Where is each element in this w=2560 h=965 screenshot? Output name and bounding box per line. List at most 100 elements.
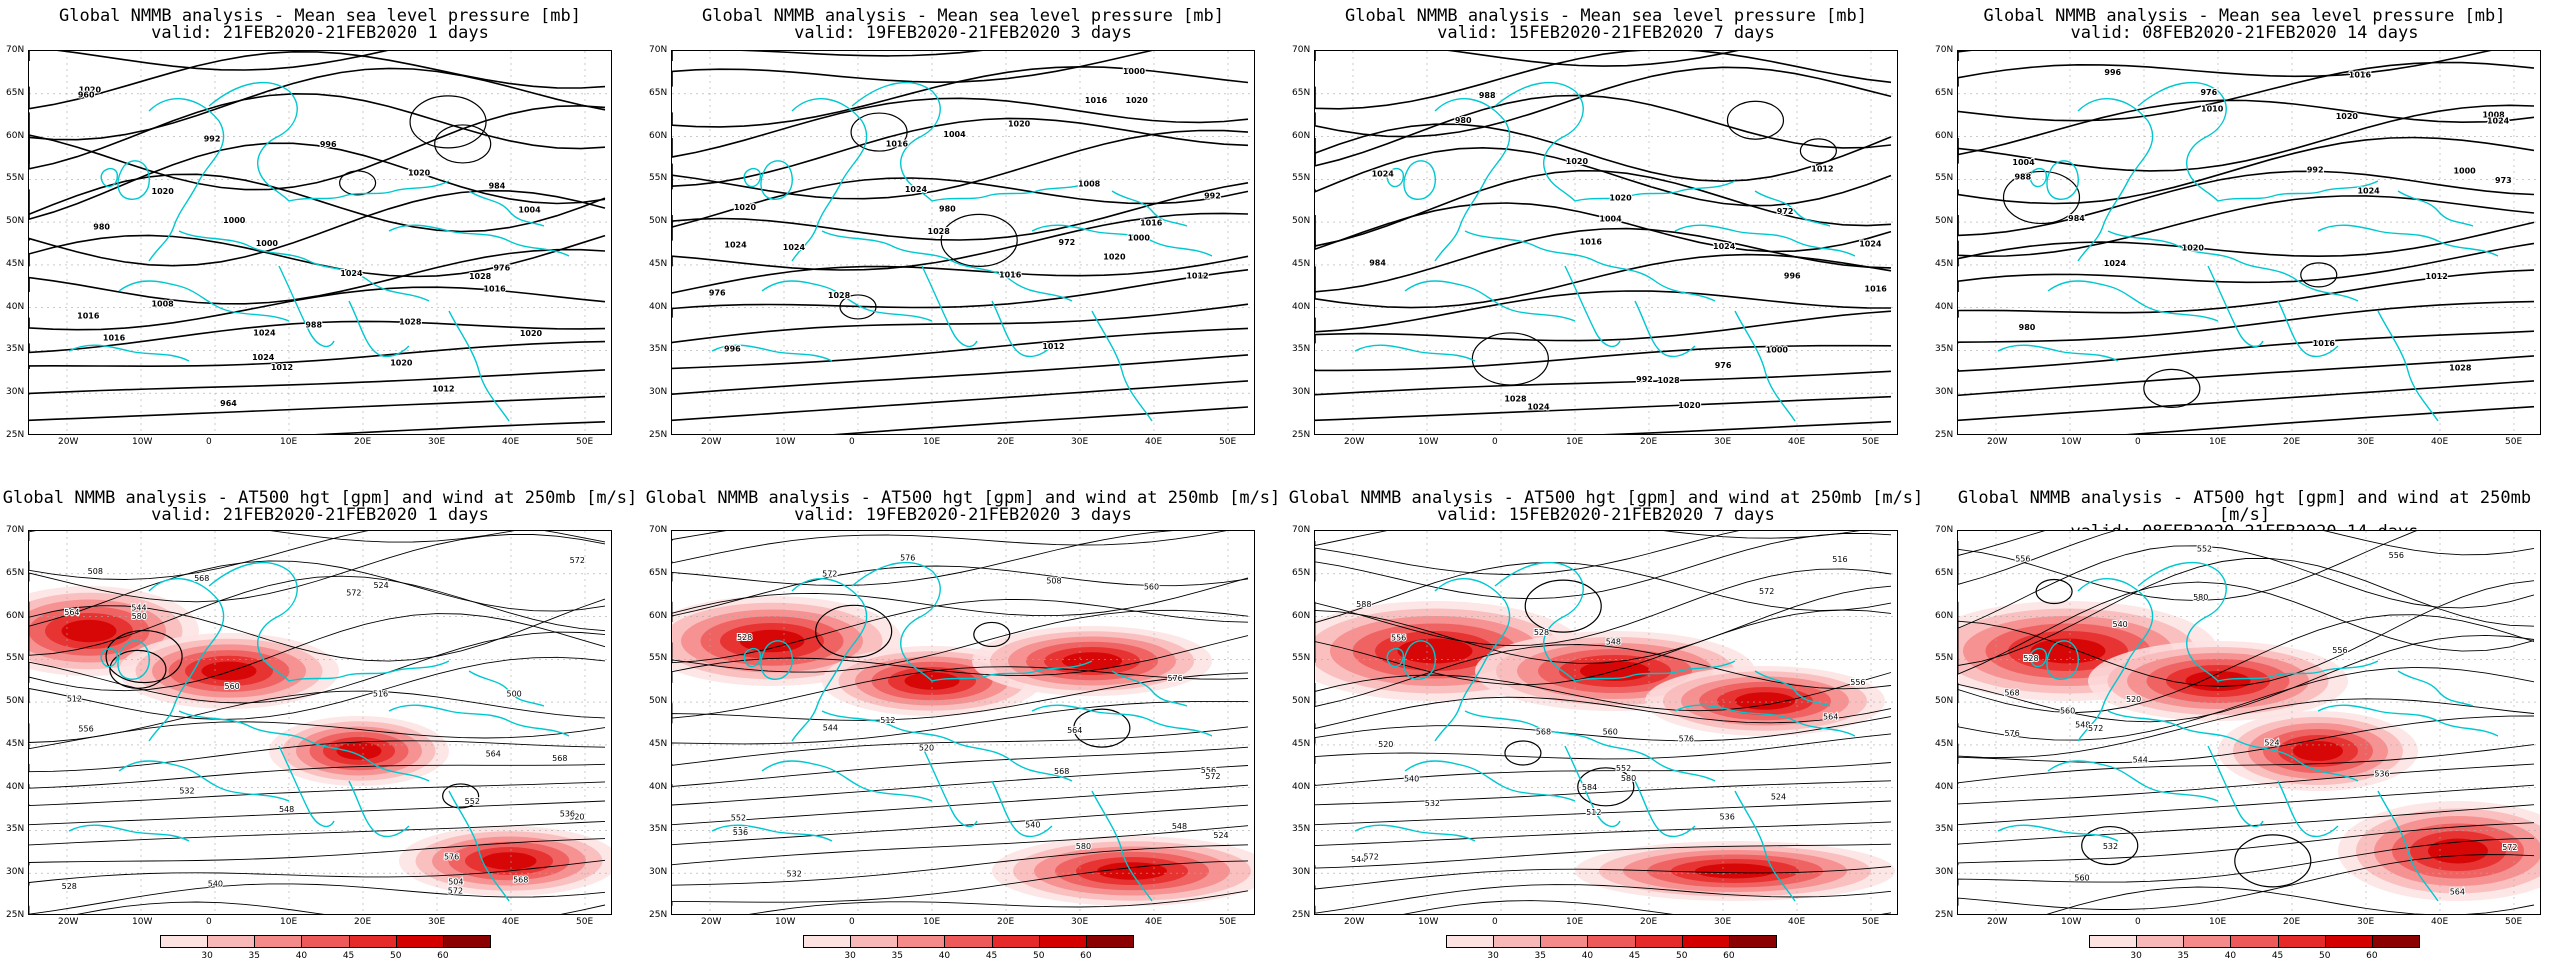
- contour-label: 980: [93, 223, 110, 232]
- contour-line: [29, 721, 606, 750]
- coastline: [148, 97, 225, 262]
- coastline: [791, 577, 868, 742]
- coastline: [100, 647, 119, 668]
- coastline: [931, 660, 1093, 682]
- lon-tick-label: 20E: [2283, 437, 2301, 447]
- lon-tick-label: 50E: [2505, 917, 2523, 927]
- contour-label: 528: [62, 882, 77, 891]
- contour-label: 572: [1205, 772, 1220, 781]
- contour-line: [672, 531, 1227, 564]
- contour-line: [672, 765, 1249, 806]
- colorbar-swatch: [1587, 935, 1636, 948]
- lon-tick-label: 0: [849, 917, 855, 927]
- contour-label: 552: [2197, 544, 2212, 553]
- lon-tick-label: 10E: [923, 437, 941, 447]
- contour-line: [833, 406, 1249, 434]
- lat-tick-label: 70N: [6, 45, 25, 55]
- contour-line: [672, 666, 1249, 719]
- coastline: [821, 710, 1073, 782]
- coastline: [288, 660, 450, 682]
- contour-lines: [1315, 531, 1892, 914]
- lat-tick-label: 60N: [6, 610, 25, 621]
- coastline: [2137, 561, 2227, 682]
- closed-contour: [1799, 138, 1837, 164]
- lat-tick-label: 25N: [1292, 430, 1311, 440]
- lat-tick-label: 65N: [1935, 567, 1954, 578]
- contour-line: [1958, 136, 2535, 205]
- closed-contour: [2035, 578, 2073, 605]
- colorbar-swatch: [1493, 935, 1542, 948]
- contour-label: 1016: [77, 312, 100, 321]
- map-canvas: 976 972 988 992 984 980 996 1000 1004 1012 1016 102…: [1315, 51, 1897, 434]
- coastline: [1574, 180, 1736, 202]
- coastlines: [68, 561, 570, 902]
- contour-labels: 520 524 528 532 536 540 544 548 552 556 560 564 568 5…: [2003, 543, 2518, 897]
- contour-label: 556: [1201, 766, 1216, 775]
- contour-line: [672, 255, 1249, 294]
- contour-line: [29, 142, 606, 221]
- lat-tick-label: 60N: [1935, 610, 1954, 621]
- map-canvas: 500 504 508 512 516 520 524 528 532 536 540 544 548 5…: [29, 531, 611, 914]
- contour-label: 1000: [1128, 233, 1151, 242]
- closed-contour: [1524, 579, 1602, 633]
- lat-tick-label: 55N: [1935, 653, 1954, 664]
- coastline: [118, 760, 290, 802]
- coastline: [1564, 265, 1621, 348]
- lon-tick-label: 20W: [1344, 917, 1365, 927]
- panel-mslp-7: Global NMMB analysis - Mean sea level pr…: [1286, 0, 1926, 450]
- coastline: [921, 265, 978, 348]
- contour-line: [1315, 146, 1892, 207]
- map-area: 976 972 980 992 996 1000 1004 1008 1012 1016 1020 1…: [671, 50, 1255, 435]
- panel-title: Global NMMB analysis - Mean sea level pr…: [1983, 6, 2506, 43]
- contour-label: 1020: [520, 329, 543, 338]
- lon-tick-label: 20W: [1987, 437, 2008, 447]
- panel-title: Global NMMB analysis - AT500 hgt [gpm] a…: [1288, 488, 1924, 525]
- lon-tick-label: 50E: [576, 437, 594, 447]
- colorbar-tick: 50: [1032, 951, 1045, 961]
- contour-line: [672, 327, 1249, 370]
- coastline: [2046, 640, 2079, 680]
- coastlines: [1354, 81, 1856, 422]
- colorbar-tick: 35: [248, 951, 261, 961]
- lon-tick-label: 10W: [775, 437, 796, 447]
- coastline: [117, 640, 150, 680]
- coastline: [1674, 704, 1856, 737]
- lon-tick-label: 10E: [280, 437, 298, 447]
- contour-label: 540: [2113, 620, 2128, 629]
- coastline: [1386, 167, 1405, 188]
- contour-label: 1024: [252, 353, 275, 362]
- contour-line: [1315, 562, 1892, 624]
- lat-tick-label: 55N: [1292, 653, 1311, 664]
- contour-line: [1958, 355, 2535, 397]
- coastline: [348, 300, 410, 358]
- map-canvas: 5085125165205245285325365405445485525565…: [672, 531, 1254, 914]
- lon-tick-label: 0: [2135, 437, 2141, 447]
- contour-line: [1958, 784, 2535, 826]
- coastline: [1734, 310, 1796, 422]
- contour-line: [1315, 884, 1892, 914]
- contour-line: [672, 212, 1249, 271]
- contour-lines: [1958, 51, 2535, 434]
- lon-tick-label: 10E: [923, 917, 941, 927]
- coastline: [208, 561, 298, 682]
- coastline: [388, 224, 570, 257]
- lon-tick-label: 30E: [428, 437, 446, 447]
- contour-label: 568: [1536, 727, 1551, 736]
- lon-tick-label: 30E: [428, 917, 446, 927]
- coastline: [118, 280, 290, 322]
- contour-line: [672, 860, 1249, 906]
- coastline: [1434, 577, 1511, 742]
- contour-line: [1315, 733, 1892, 764]
- lat-tick-label: 60N: [649, 610, 668, 621]
- coastline: [1386, 647, 1405, 668]
- contour-line: [672, 844, 1249, 886]
- contour-label: 1020: [2182, 243, 2205, 252]
- colorbar-tick: 35: [2177, 951, 2190, 961]
- coastline: [1354, 344, 1476, 362]
- contour-label: 1024: [1372, 169, 1395, 178]
- coastline: [851, 81, 941, 202]
- contour-line: [1958, 744, 2535, 785]
- contour-label: 1020: [408, 169, 431, 178]
- lat-tick-label: 45N: [649, 258, 668, 269]
- contour-label: 984: [1369, 259, 1386, 268]
